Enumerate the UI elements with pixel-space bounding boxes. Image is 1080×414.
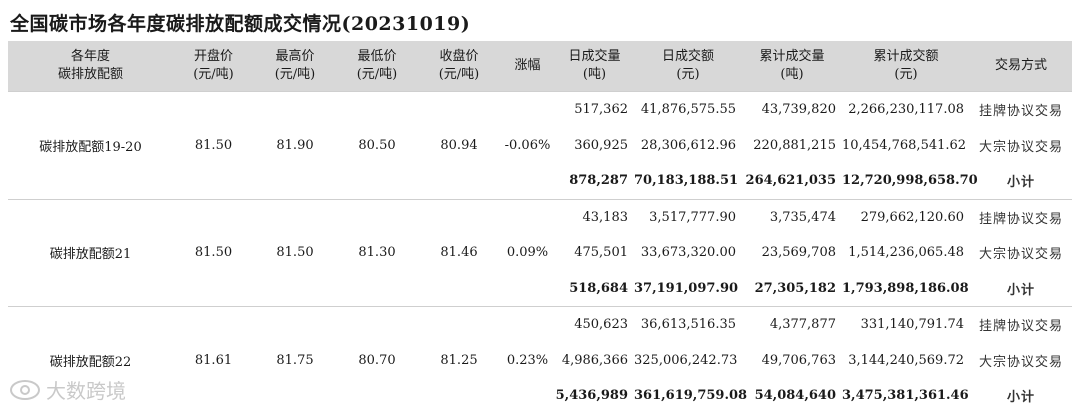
- change-percent: 0.23%: [506, 352, 549, 368]
- watermark-text: 大数跨境: [46, 379, 126, 403]
- subtotal-row: 518,684 37,191,097.90 27,305,182 1,793,8…: [8, 270, 1072, 307]
- cumulative-volume: 54,084,640: [754, 388, 836, 404]
- cumulative-volume: 3,735,474: [769, 209, 836, 225]
- daily-amount: 28,306,612.96: [640, 137, 736, 153]
- trade-method: 小计: [970, 163, 1072, 200]
- low-price: 80.50: [336, 91, 418, 200]
- table-header-row: 各年度 碳排放配额 开盘价 (元/吨) 最高价 (元/吨) 最低价 (元/吨) 收盘价(…: [8, 41, 1072, 92]
- daily-volume: 360,925: [574, 137, 628, 153]
- header-open-price: 开盘价 (元/吨): [173, 41, 254, 92]
- cumulative-amount: 3,144,240,569.72: [848, 352, 964, 368]
- header-allowance-year: 各年度 碳排放配额: [8, 41, 173, 92]
- watermark: 大数跨境: [10, 375, 126, 404]
- header-trade-method: 交易方式: [970, 41, 1072, 92]
- daily-volume: 878,287: [555, 163, 634, 200]
- cumulative-volume: 4,377,877: [769, 317, 836, 333]
- open-price: 81.50: [173, 199, 254, 307]
- group-name: 碳排放配额21: [8, 199, 173, 307]
- change-percent: 0.09%: [500, 199, 555, 307]
- brand-logo-icon: [10, 379, 40, 400]
- daily-amount: 41,876,575.55: [640, 102, 736, 118]
- cumulative-volume: 264,621,035: [742, 163, 842, 200]
- cumulative-volume: 23,569,708: [761, 245, 836, 261]
- daily-amount: 3,517,777.90: [649, 209, 736, 225]
- trade-method: 挂牌协议交易: [978, 104, 1063, 120]
- cumulative-amount: 1,514,236,065.48: [848, 245, 964, 261]
- header-cumulative-amount: 累计成交额 (元): [842, 41, 970, 92]
- daily-volume: 43,183: [582, 209, 629, 225]
- trade-method: 小计: [1006, 390, 1035, 406]
- cumulative-amount: 10,454,768,541.62: [842, 137, 967, 153]
- group-name: 碳排放配额22: [49, 354, 132, 370]
- cumulative-amount: 2,266,230,117.08: [848, 102, 964, 118]
- high-price: 81.75: [276, 352, 314, 368]
- header-low-price: 最低价 (元/吨): [336, 41, 418, 92]
- low-price: 80.70: [358, 352, 396, 368]
- page-title: 全国碳市场各年度碳排放配额成交情况(20231019): [10, 13, 471, 35]
- change-percent: -0.06%: [500, 91, 555, 200]
- header-change: 涨幅: [500, 41, 555, 92]
- daily-amount: 361,619,759.08: [634, 388, 748, 404]
- cumulative-amount: 3,475,381,361.46: [842, 388, 969, 404]
- daily-volume: 475,501: [574, 245, 628, 261]
- high-price: 81.50: [254, 199, 336, 307]
- cumulative-amount: 331,140,791.74: [860, 317, 964, 333]
- table-row: 475,501 33,673,320.00 23,569,708 1,514,2…: [8, 235, 1072, 271]
- daily-amount: 325,006,242.73: [634, 352, 738, 368]
- subtotal-row: 878,287 70,183,188.51 264,621,035 12,720…: [8, 163, 1072, 200]
- cumulative-amount: 12,720,998,658.70: [842, 163, 978, 200]
- subtotal-row: 5,436,989 361,619,759.08 54,084,640 3,47…: [8, 378, 1072, 414]
- header-daily-volume: 日成交量 (吨): [555, 41, 634, 92]
- trade-method: 挂牌协议交易: [978, 319, 1063, 335]
- table-row: 4,986,366 325,006,242.73 49,706,763 3,14…: [8, 343, 1072, 379]
- trade-method: 小计: [970, 270, 1072, 307]
- daily-volume: 450,623: [574, 317, 628, 333]
- open-price: 81.61: [194, 352, 233, 368]
- daily-amount: 36,613,516.35: [640, 317, 736, 333]
- close-price: 80.94: [418, 91, 500, 200]
- header-close-price: 收盘价 (元/吨): [418, 41, 500, 92]
- cumulative-volume: 220,881,215: [753, 137, 836, 153]
- header-high-price: 最高价 (元/吨): [254, 41, 336, 92]
- open-price: 81.50: [173, 91, 254, 200]
- cumulative-volume: 49,706,763: [761, 352, 836, 368]
- daily-amount: 37,191,097.90: [634, 270, 742, 307]
- daily-volume: 518,684: [555, 270, 634, 307]
- table-row: 碳排放配额21 81.50 81.50 81.30 81.46 0.09% 43…: [8, 199, 1072, 307]
- low-price: 81.30: [336, 199, 418, 307]
- trade-method: 挂牌协议交易: [978, 211, 1063, 227]
- daily-volume: 517,362: [574, 102, 628, 118]
- cumulative-amount: 1,793,898,186.08: [842, 270, 970, 307]
- daily-volume: 4,986,366: [561, 352, 628, 368]
- trade-method: 大宗协议交易: [978, 139, 1063, 155]
- header-daily-amount: 日成交额 (元): [634, 41, 742, 92]
- cumulative-amount: 279,662,120.60: [860, 209, 964, 225]
- header-cumulative-volume: 累计成交量 (吨): [742, 41, 842, 92]
- trade-method: 大宗协议交易: [978, 354, 1063, 370]
- carbon-allowance-table: 各年度 碳排放配额 开盘价 (元/吨) 最高价 (元/吨) 最低价 (元/吨) 收盘价(…: [8, 41, 1072, 414]
- daily-volume: 5,436,989: [555, 388, 628, 404]
- cumulative-volume: 27,305,182: [742, 270, 842, 307]
- close-price: 81.46: [418, 199, 500, 307]
- daily-amount: 33,673,320.00: [640, 245, 736, 261]
- table-row: 360,925 28,306,612.96 220,881,215 10,454…: [8, 128, 1072, 164]
- table-row: 碳排放配额22 81.61 81.75 80.70 81.25 0.23% 45…: [8, 307, 1072, 370]
- cumulative-volume: 43,739,820: [761, 102, 836, 118]
- daily-amount: 70,183,188.51: [634, 163, 742, 200]
- table-row: 碳排放配额19-20 81.50 81.90 80.50 80.94 -0.06…: [8, 91, 1072, 200]
- trade-method: 大宗协议交易: [978, 247, 1063, 263]
- high-price: 81.90: [254, 91, 336, 200]
- close-price: 81.25: [440, 352, 478, 368]
- group-name: 碳排放配额19-20: [8, 91, 173, 200]
